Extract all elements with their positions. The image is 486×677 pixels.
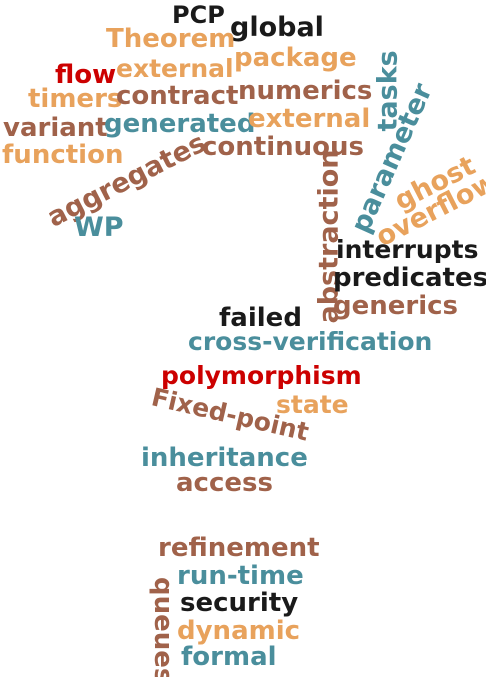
word-global: global [230, 12, 324, 43]
word-predicates: predicates [333, 263, 486, 293]
word-access: access [176, 468, 273, 498]
word-numerics: numerics [238, 76, 373, 106]
word-refinement: refinement [158, 533, 320, 563]
word-inheritance: inheritance [141, 443, 308, 473]
word-formal: formal [181, 642, 277, 672]
word-failed: failed [219, 303, 302, 333]
word-run-time: run-time [177, 561, 304, 591]
word-external-top: external [116, 54, 234, 83]
word-contract: contract [116, 81, 239, 111]
word-security: security [180, 588, 299, 618]
word-generics: generics [333, 291, 459, 321]
word-function: function [2, 140, 124, 170]
word-wp: WP [74, 212, 124, 243]
word-queues: queues [148, 577, 178, 677]
word-dynamic: dynamic [177, 616, 301, 646]
word-polymorphism: polymorphism [161, 361, 362, 390]
word-external-mid: external [248, 104, 371, 134]
word-variant: variant [3, 113, 108, 143]
word-state: state [276, 390, 349, 419]
word-pcp: PCP [172, 1, 225, 29]
word-generated: generated [104, 109, 256, 139]
word-continuous: continuous [202, 132, 364, 162]
word-flow: flow [55, 60, 117, 90]
word-cross-verification: cross-verification [188, 327, 433, 356]
word-package: package [234, 43, 357, 73]
word-theorem: Theorem [106, 24, 236, 54]
word-timers: timers [28, 84, 123, 114]
word-interrupts: interrupts [336, 235, 479, 264]
